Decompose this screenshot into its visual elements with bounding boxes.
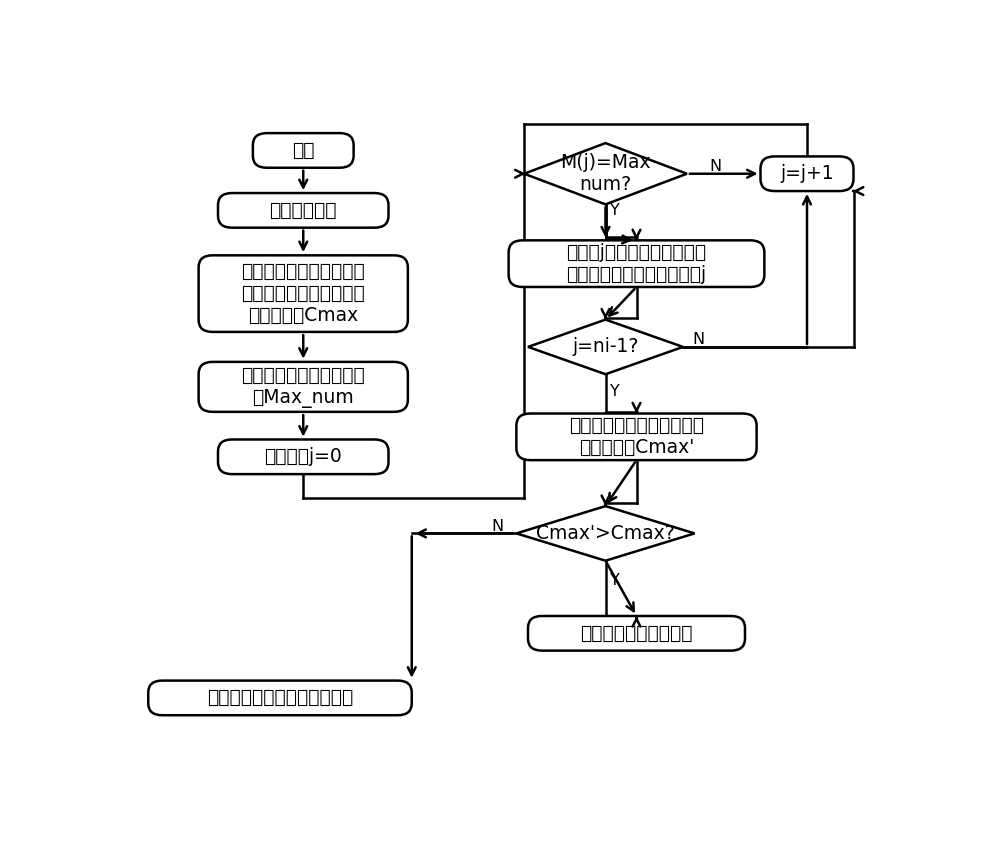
- FancyBboxPatch shape: [148, 681, 412, 715]
- FancyBboxPatch shape: [528, 616, 745, 650]
- Text: Y: Y: [610, 573, 620, 587]
- Text: Y: Y: [610, 384, 620, 399]
- Text: N: N: [491, 519, 503, 534]
- Polygon shape: [524, 143, 687, 204]
- FancyBboxPatch shape: [761, 157, 854, 191]
- Text: 比较得出最大负载机器编
号Max_num: 比较得出最大负载机器编 号Max_num: [241, 366, 365, 408]
- Text: N: N: [709, 159, 722, 174]
- FancyBboxPatch shape: [509, 240, 764, 287]
- Polygon shape: [516, 506, 695, 561]
- Polygon shape: [528, 319, 683, 375]
- FancyBboxPatch shape: [218, 439, 388, 474]
- Text: 在操作j的可选设备集中随机
挑选一台机器用于处理操作j: 在操作j的可选设备集中随机 挑选一台机器用于处理操作j: [566, 243, 707, 284]
- FancyBboxPatch shape: [253, 133, 354, 168]
- Text: Cmax'>Cmax?: Cmax'>Cmax?: [536, 524, 675, 543]
- FancyBboxPatch shape: [199, 362, 408, 412]
- Text: 输出初始机器分配方案: 输出初始机器分配方案: [580, 624, 693, 643]
- Text: j=ni-1?: j=ni-1?: [572, 337, 639, 356]
- Text: 输出重新分配的机器分配方案: 输出重新分配的机器分配方案: [207, 689, 353, 708]
- FancyBboxPatch shape: [218, 193, 388, 227]
- Text: j=j+1: j=j+1: [780, 164, 834, 183]
- Text: Y: Y: [610, 203, 620, 218]
- FancyBboxPatch shape: [199, 255, 408, 332]
- Text: 开始: 开始: [292, 141, 314, 160]
- Text: 操作序号j=0: 操作序号j=0: [264, 447, 342, 466]
- Text: 解码，计算重新分配后的最
大完成时间Cmax': 解码，计算重新分配后的最 大完成时间Cmax': [569, 416, 704, 458]
- Text: M(j)=Max
num?: M(j)=Max num?: [560, 153, 651, 195]
- Text: 解码，计算每个机器的负
载（工作时间），计算最
大完工时间Cmax: 解码，计算每个机器的负 载（工作时间），计算最 大完工时间Cmax: [241, 262, 365, 325]
- Text: 输入初始个体: 输入初始个体: [270, 201, 337, 220]
- Text: N: N: [692, 332, 705, 347]
- FancyBboxPatch shape: [516, 413, 757, 460]
